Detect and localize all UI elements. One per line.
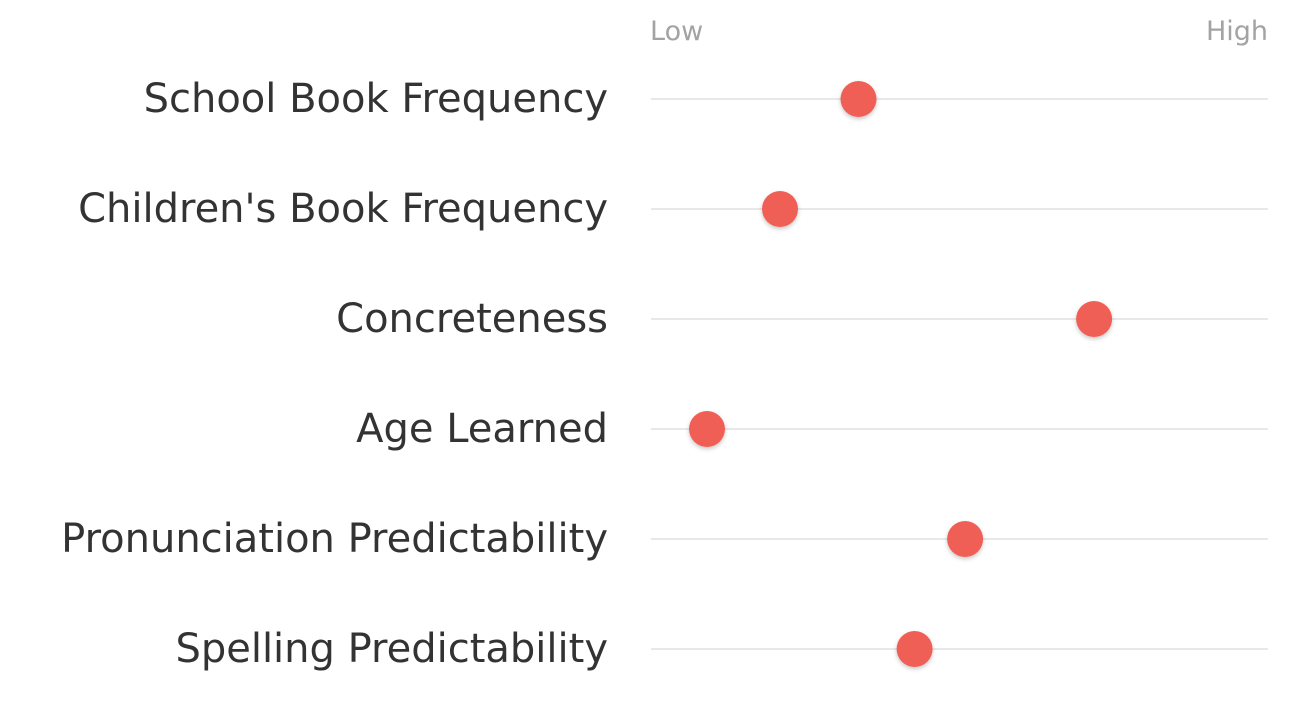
row-label-concreteness: Concreteness (336, 296, 608, 342)
rows-group: School Book Frequency Children's Book Fre… (61, 76, 1268, 672)
value-dot-spelling-predictability (896, 631, 933, 667)
value-dot-concreteness (1076, 301, 1113, 337)
value-dot-pronunciation-predictability (947, 521, 984, 557)
row-label-school-book-frequency: School Book Frequency (144, 76, 608, 122)
axis-low-label: Low (650, 16, 704, 47)
axis-high-label: High (1205, 16, 1268, 47)
row-label-age-learned: Age Learned (356, 406, 608, 452)
value-dot-children-s-book-frequency (762, 191, 798, 227)
row-label-spelling-predictability: Spelling Predictability (175, 626, 608, 672)
row-label-pronunciation-predictability: Pronunciation Predictability (61, 516, 608, 562)
value-dot-age-learned (689, 411, 725, 447)
row-label-children-s-book-frequency: Children's Book Frequency (78, 186, 608, 232)
value-dot-school-book-frequency (840, 81, 877, 117)
